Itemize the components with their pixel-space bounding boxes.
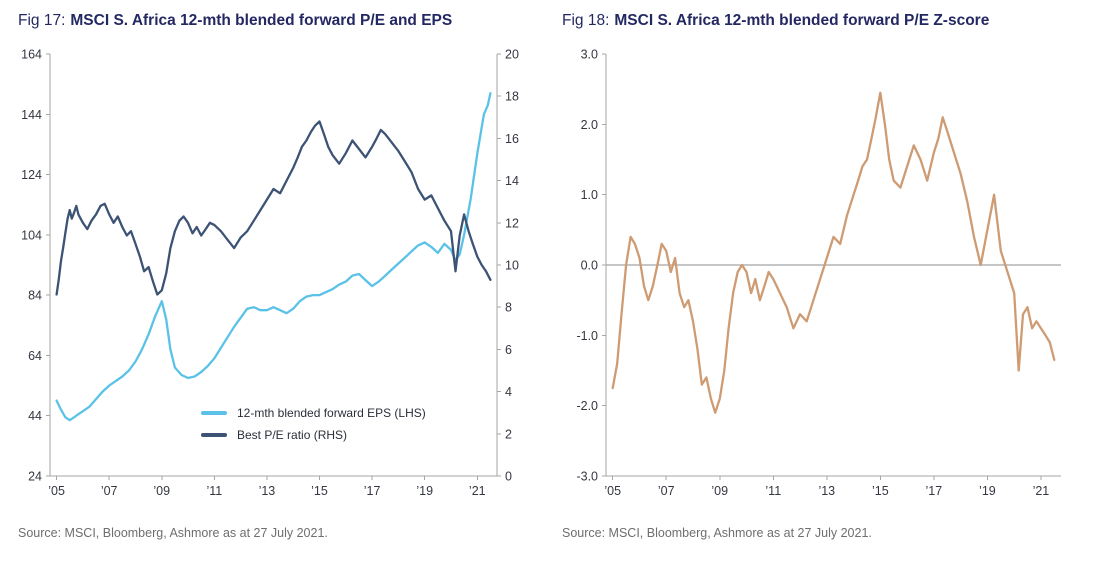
y-left-tick-label: 84 [28,289,42,303]
y-left-tick-label: 64 [28,349,42,363]
fig17-title-text: MSCI S. Africa 12-mth blended forward P/… [70,12,453,29]
zscore-line [611,91,1056,414]
x-tick-label: ’15 [872,484,889,498]
x-tick-label: ’21 [469,484,486,498]
fig18-source: Source: MSCI, Bloomberg, Ashmore as at 2… [562,526,872,540]
fig18-label: Fig 18: [562,12,610,29]
fig18-chart: 3.0 2.0 1.0 0.0 -1.0 -2.0 -3.0 ’05 ’07 ’09 ’11 ’13 ’… [560,42,1080,512]
x-tick-label: ’09 [153,484,170,498]
eps-legend-swatch [201,411,227,415]
pe-line [55,120,492,296]
x-tick-label: ’13 [818,484,835,498]
y-right-tick-label: 16 [505,132,519,146]
y-left-tick-label: 44 [28,409,42,423]
y-left-tick-label: -1.0 [576,329,598,343]
fig17-chart: 164 144 124 104 84 64 44 24 20 18 16 14 12 10 8 6 4 2 0’05… [16,42,536,512]
x-tick-label: ’07 [658,484,675,498]
x-tick-label: ’19 [979,484,996,498]
y-right-tick-label: 18 [505,90,519,104]
figure-panels: Fig 17: MSCI S. Africa 12-mth blended for… [16,10,1080,540]
fig17-label: Fig 17: [18,12,66,29]
x-tick-label: ’11 [765,484,781,498]
y-left-tick-label: 0.0 [581,259,598,273]
x-tick-label: ’17 [926,484,943,498]
pe-legend-label: Best P/E ratio (RHS) [237,428,348,442]
fig17-plot: 1641441241048464442420181614121086420’05… [21,48,519,499]
fig17-legend: 12-mth blended forward EPS (LHS) Best P/… [201,406,426,442]
y-left-tick-label: 24 [28,470,42,484]
x-tick-label: ’07 [101,484,118,498]
y-right-tick-label: 0 [505,470,512,484]
eps-legend-label: 12-mth blended forward EPS (LHS) [237,406,426,420]
x-tick-label: ’05 [604,484,621,498]
y-right-tick-label: 6 [505,343,512,357]
fig18-panel: Fig 18: MSCI S. Africa 12-mth blended for… [560,10,1080,540]
fig17-panel: Fig 17: MSCI S. Africa 12-mth blended for… [16,10,536,540]
pe-legend-swatch [201,433,227,437]
y-left-tick-label: 164 [21,48,42,62]
x-tick-label: ’13 [259,484,276,498]
y-right-tick-label: 20 [505,48,519,62]
fig18-plot: 3.0 2.0 1.0 0.0 -1.0 -2.0 -3.0 ’05 ’07 ’09 ’11 ’13 ’… [576,48,1061,498]
y-left-tick-label: 2.0 [581,118,598,132]
y-left-tick-label: 124 [21,168,42,182]
eps-line [55,92,492,422]
y-right-tick-label: 8 [505,301,512,315]
x-tick-label: ’15 [311,484,328,498]
y-right-tick-label: 2 [505,427,512,441]
y-right-tick-label: 12 [505,216,519,230]
y-right-tick-label: 4 [505,385,512,399]
fig17-source: Source: MSCI, Bloomberg, Ashmore as at 2… [18,526,328,540]
x-tick-label: ’11 [206,484,222,498]
y-left-tick-label: 3.0 [581,48,598,62]
y-left-tick-label: -3.0 [576,470,598,484]
fig18-title-text: MSCI S. Africa 12-mth blended forward P/… [614,12,990,29]
x-tick-label: ’19 [416,484,433,498]
legend-item: 12-mth blended forward EPS (LHS) [201,406,426,420]
y-right-tick-label: 10 [505,259,519,273]
legend-item: Best P/E ratio (RHS) [201,428,426,442]
fig17-title: Fig 17: MSCI S. Africa 12-mth blended for… [18,12,536,30]
x-tick-label: ’21 [1033,484,1050,498]
x-tick-label: ’05 [48,484,65,498]
x-tick-label: ’09 [711,484,728,498]
y-left-tick-label: 1.0 [581,188,598,202]
x-tick-label: ’17 [364,484,381,498]
y-left-tick-label: 104 [21,228,42,242]
y-left-tick-label: -2.0 [576,399,598,413]
y-right-tick-label: 14 [505,174,519,188]
fig18-title: Fig 18: MSCI S. Africa 12-mth blended for… [562,12,1080,30]
y-left-tick-label: 144 [21,108,42,122]
